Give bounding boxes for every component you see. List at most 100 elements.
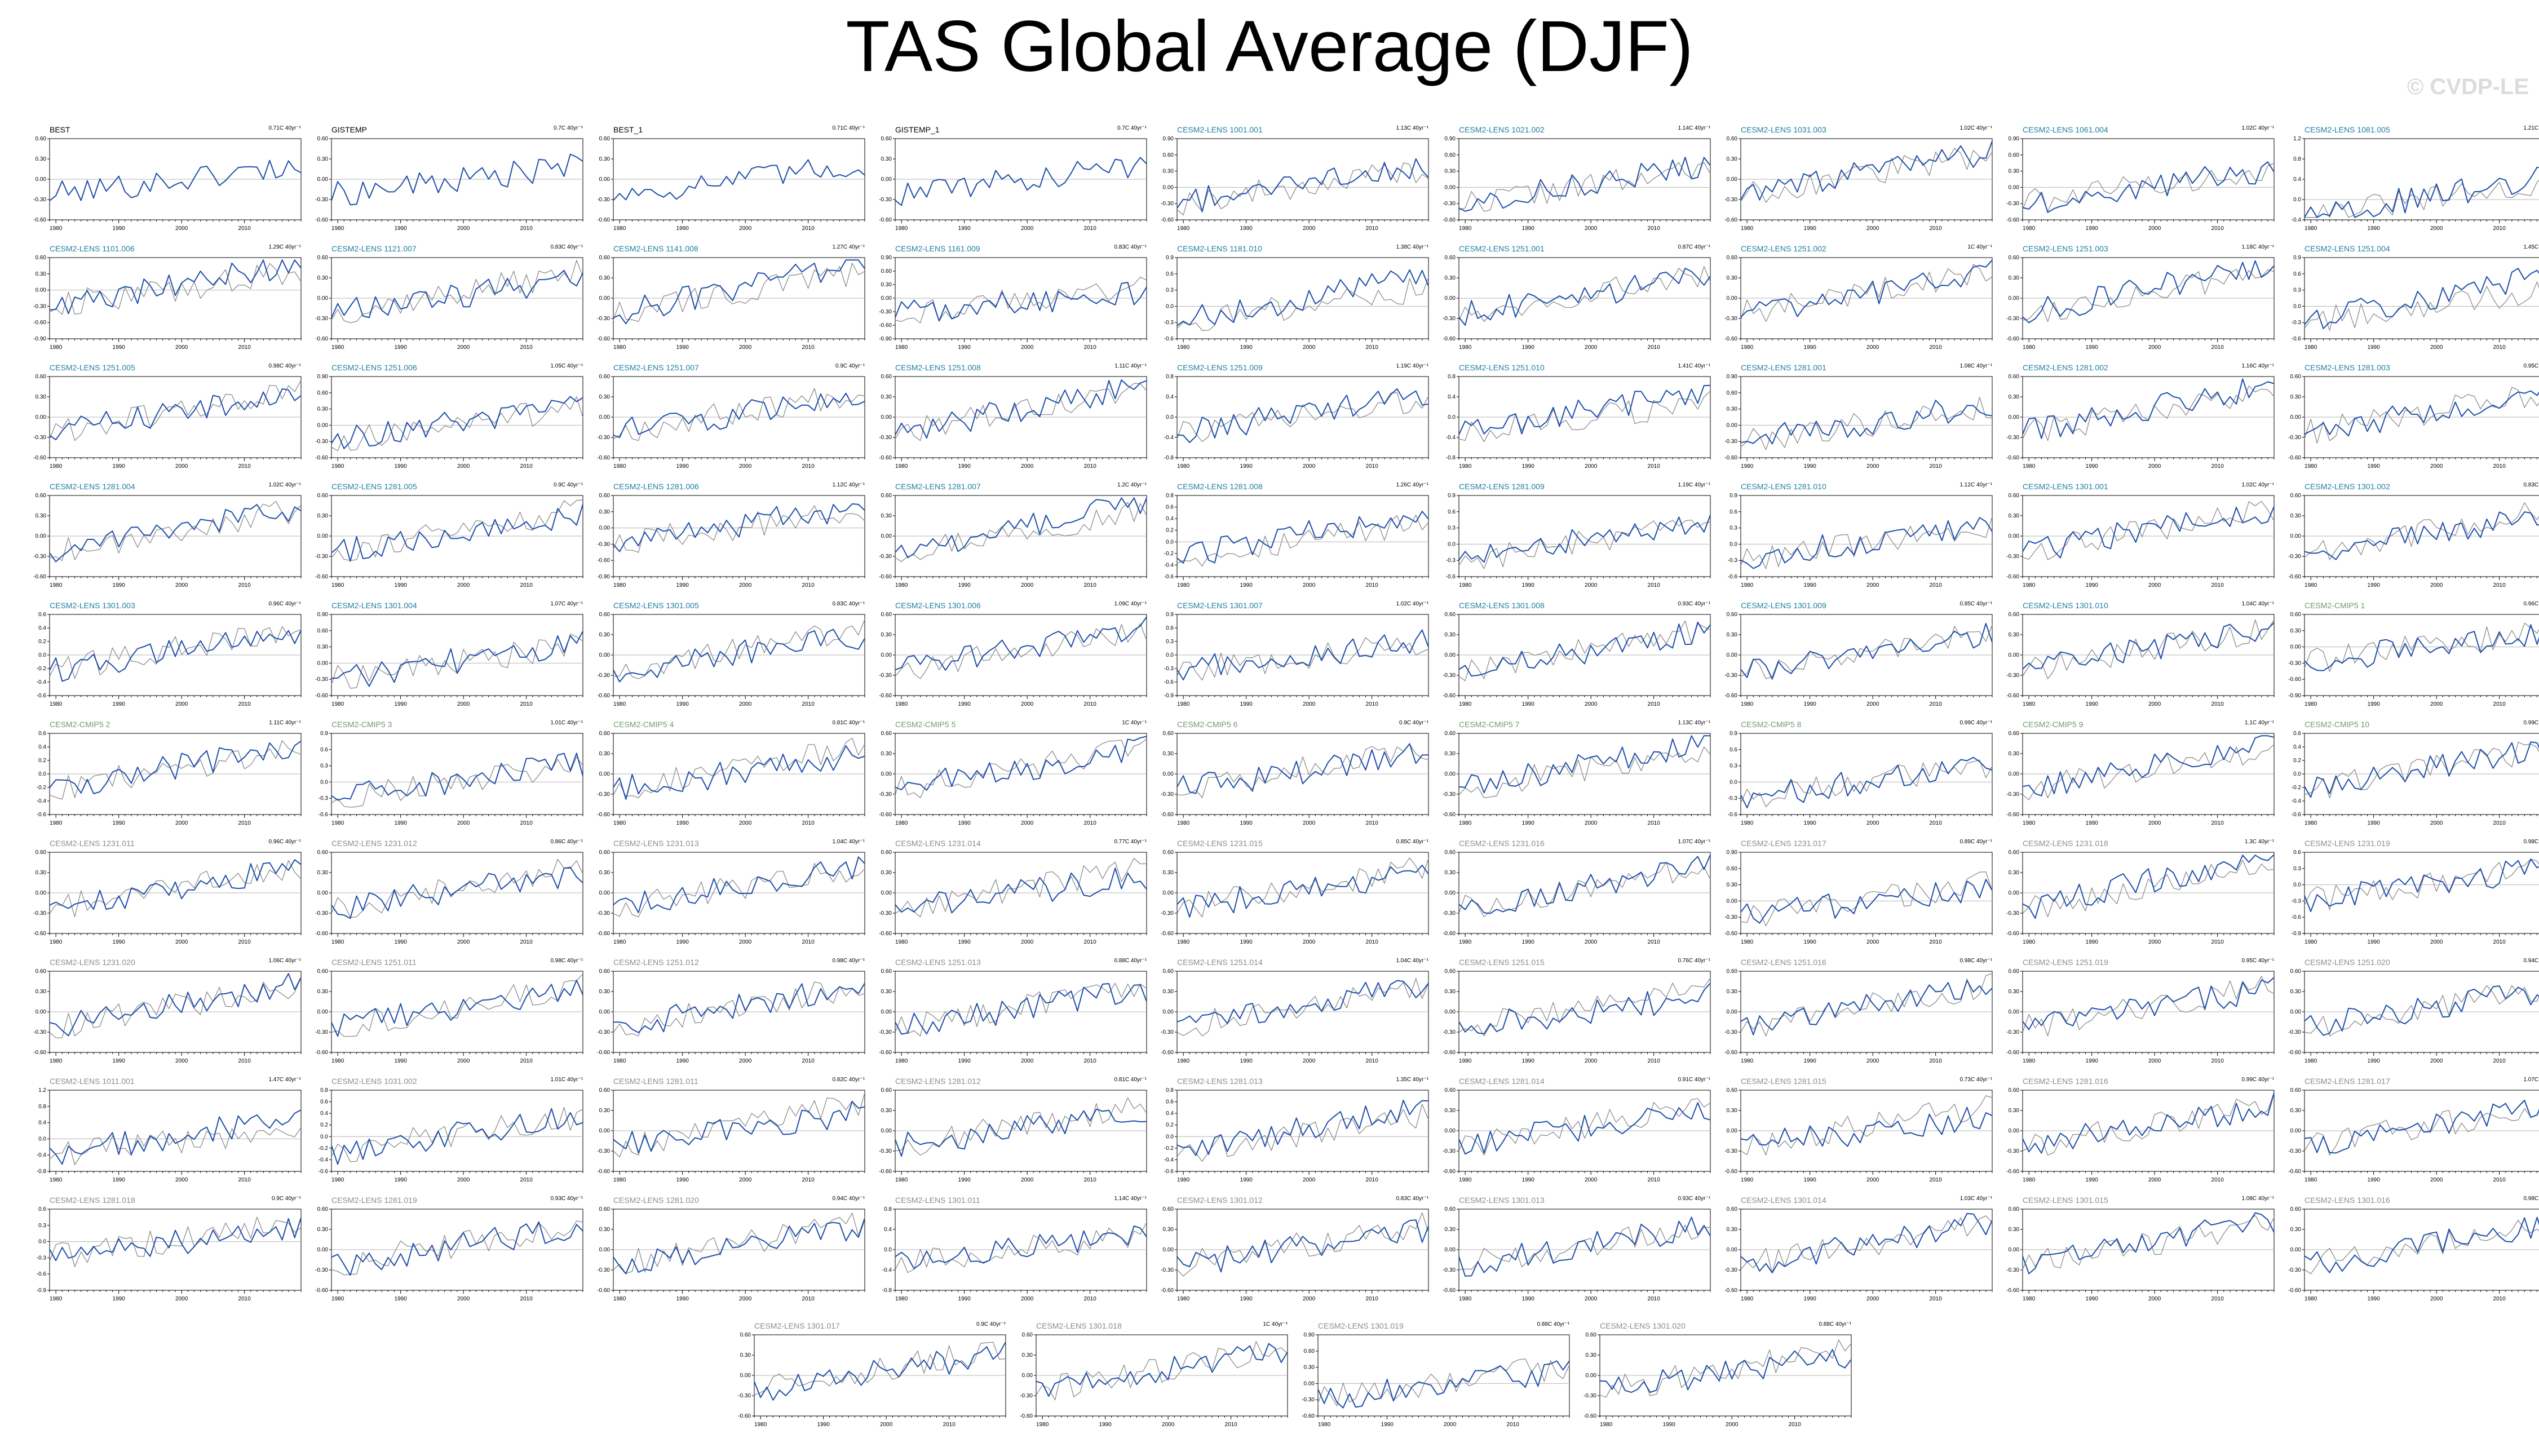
y-tick-label: -0.30 <box>597 316 610 322</box>
y-tick-label: 0.00 <box>1163 184 1174 191</box>
chart-panel: CESM2-LENS 1081.005 1.21C 40yr⁻¹ 1.2 0.8 0.4… <box>2288 125 2539 236</box>
chart-panel: CESM2-LENS 1251.004 1.45C 40yr⁻¹ 0.9 0.6 0.3… <box>2288 244 2539 355</box>
chart-panel: CESM2-LENS 1251.006 1.05C 40yr⁻¹ 0.90 0.60 0… <box>315 363 585 473</box>
panel-trend-label: 1.35C 40yr⁻¹ <box>1396 1077 1428 1083</box>
y-tick-label: -0.60 <box>1161 1050 1174 1056</box>
panel-title: BEST_1 <box>613 125 643 134</box>
y-tick-label: -0.3 <box>1164 320 1174 326</box>
x-tick-label: 1990 <box>113 1177 126 1183</box>
x-tick-label: 2010 <box>802 939 815 945</box>
y-tick-label: 0.30 <box>2009 169 2020 175</box>
plot-frame <box>1176 1090 1429 1172</box>
panel-trend-label: 1.11C 40yr⁻¹ <box>269 720 301 726</box>
x-tick-label: 1980 <box>2304 582 2317 588</box>
x-tick-label: 1990 <box>958 939 971 945</box>
x-tick-label: 1990 <box>1240 820 1253 826</box>
x-tick-label: 1990 <box>2368 820 2381 826</box>
observed-reference-line <box>49 263 302 315</box>
observed-reference-line <box>2304 502 2539 560</box>
y-tick-label: -0.8 <box>1446 455 1456 461</box>
y-tick-label: -0.3 <box>319 795 329 802</box>
member-series-line <box>331 753 583 801</box>
observed-reference-line <box>49 626 302 679</box>
member-series-line <box>2304 390 2539 437</box>
chart-panel: CESM2-CMIP5 9 1.1C 40yr⁻¹ 0.60 0.30 0.00 -0.3… <box>2006 720 2276 830</box>
y-tick-label: 0.6 <box>1166 1099 1174 1105</box>
y-tick-label: 0.00 <box>2290 414 2302 421</box>
y-tick-label: 0.2 <box>320 1122 328 1128</box>
x-tick-label: 2000 <box>175 1177 188 1183</box>
y-tick-label: 0.00 <box>1445 184 1456 191</box>
panel-title: CESM2-LENS 1031.003 <box>1741 125 1826 134</box>
x-tick-label: 1990 <box>2086 1058 2099 1064</box>
y-tick-label: -0.90 <box>879 336 892 342</box>
y-tick-label: -0.6 <box>319 812 329 818</box>
panel-trend-label: 1.05C 40yr⁻¹ <box>550 363 583 369</box>
x-tick-label: 2010 <box>2211 939 2224 945</box>
x-tick-label: 2000 <box>1021 820 1034 826</box>
y-tick-label: -0.2 <box>319 1145 329 1152</box>
x-tick-label: 2000 <box>2430 344 2443 351</box>
observed-reference-line <box>2022 976 2275 1037</box>
y-tick-label: 0.8 <box>1448 374 1456 380</box>
y-tick-label: -0.60 <box>597 931 610 937</box>
y-tick-label: 0.90 <box>317 374 329 380</box>
panel-trend-label: 0.85C 40yr⁻¹ <box>1396 839 1428 845</box>
panel-title: CESM2-LENS 1161.009 <box>895 244 980 253</box>
panel-title: CESM2-LENS 1281.005 <box>331 482 417 491</box>
x-tick-label: 1990 <box>1240 1177 1253 1183</box>
panel-title: CESM2-LENS 1301.005 <box>613 601 699 610</box>
x-tick-label: 1980 <box>2023 582 2036 588</box>
x-tick-label: 1980 <box>331 225 344 232</box>
x-tick-label: 1980 <box>2023 701 2036 707</box>
panel-title: CESM2-LENS 1231.018 <box>2023 839 2108 848</box>
y-tick-label: -0.4 <box>1164 435 1174 441</box>
y-tick-label: 0.00 <box>599 414 611 421</box>
y-tick-label: 0.00 <box>2009 890 2020 896</box>
x-tick-label: 2000 <box>1303 1058 1316 1064</box>
member-series-line <box>2304 985 2539 1036</box>
x-tick-label: 1980 <box>2304 939 2317 945</box>
x-tick-label: 1990 <box>1240 1058 1253 1064</box>
panel-trend-label: 0.76C 40yr⁻¹ <box>1678 958 1710 964</box>
x-tick-label: 1980 <box>1177 463 1190 470</box>
x-tick-label: 2010 <box>2493 582 2506 588</box>
x-tick-label: 2010 <box>238 939 251 945</box>
x-tick-label: 2010 <box>1366 1058 1379 1064</box>
member-series-line <box>331 396 583 449</box>
y-tick-label: 0.00 <box>1445 1128 1456 1134</box>
y-tick-label: 0.00 <box>2009 1009 2020 1015</box>
x-tick-label: 2000 <box>457 1177 470 1183</box>
panel-title: CESM2-LENS 1301.001 <box>2023 482 2108 491</box>
panel-title: CESM2-LENS 1281.008 <box>1177 482 1263 491</box>
x-tick-label: 1980 <box>613 582 626 588</box>
y-tick-label: 0.00 <box>599 1009 611 1015</box>
panel-title: CESM2-LENS 1251.010 <box>1459 363 1545 372</box>
panel-trend-label: 0.99C 40yr⁻¹ <box>2523 720 2539 726</box>
x-tick-label: 1980 <box>1177 1058 1190 1064</box>
y-tick-label: -0.30 <box>879 1148 892 1154</box>
panel-trend-label: 1C 40yr⁻¹ <box>1967 244 1992 250</box>
y-tick-label: 0.0 <box>1166 414 1174 421</box>
observed-reference-line <box>331 499 583 561</box>
y-tick-label: 0.60 <box>1727 612 1738 618</box>
plot-frame <box>2304 614 2539 696</box>
y-tick-label: 0.3 <box>1729 763 1737 769</box>
y-tick-label: -0.30 <box>597 435 610 441</box>
x-tick-label: 1980 <box>1741 463 1754 470</box>
y-tick-label: -0.60 <box>1724 1050 1737 1056</box>
x-tick-label: 2000 <box>175 344 188 351</box>
x-tick-label: 2010 <box>802 463 815 470</box>
panel-title: CESM2-LENS 1281.006 <box>613 482 699 491</box>
y-tick-label: -0.60 <box>2006 455 2019 461</box>
y-tick-label: -0.30 <box>2006 435 2019 441</box>
panel-trend-label: 1.02C 40yr⁻¹ <box>268 482 301 488</box>
x-tick-label: 2010 <box>802 225 815 232</box>
x-tick-label: 2000 <box>1303 1177 1316 1183</box>
x-tick-label: 1980 <box>1177 225 1190 232</box>
panel-trend-label: 0.98C 40yr⁻¹ <box>1959 958 1992 964</box>
y-tick-label: 1.2 <box>2293 136 2301 142</box>
